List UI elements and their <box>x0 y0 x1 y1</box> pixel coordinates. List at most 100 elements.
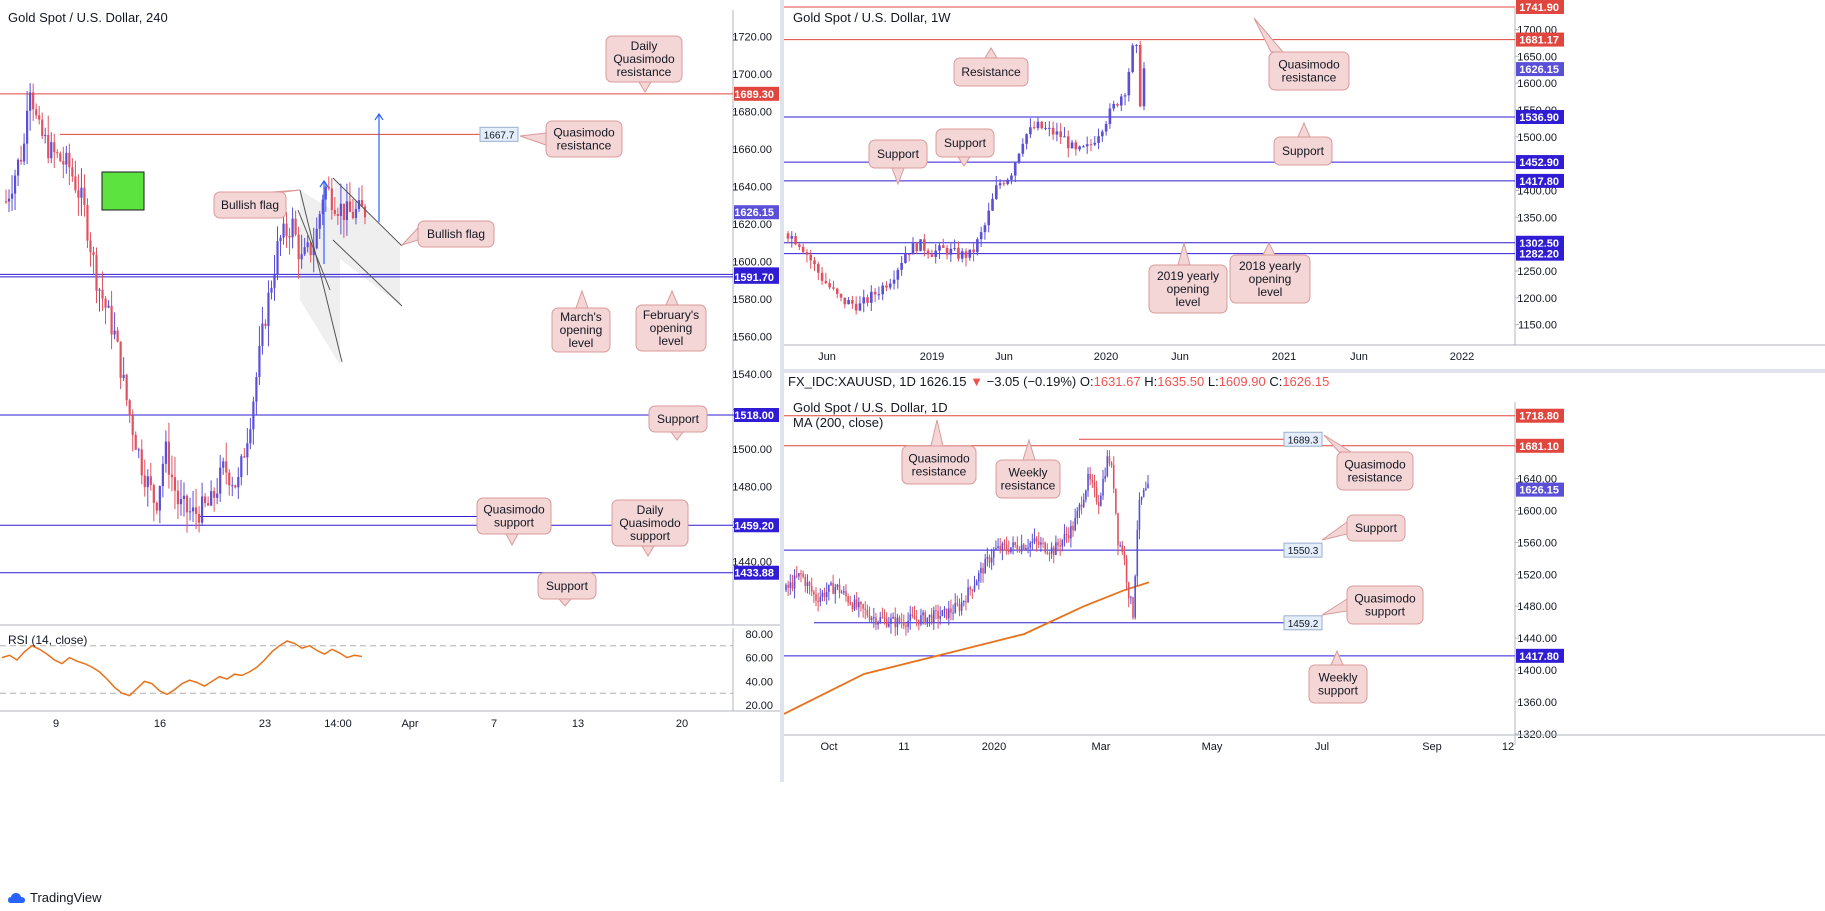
time-tick-label: Oct <box>820 741 837 753</box>
callout-pointer <box>1321 598 1348 616</box>
candle-body <box>790 236 794 239</box>
candle-body <box>149 476 152 486</box>
candle-body <box>1048 127 1051 129</box>
callout-text: support <box>630 529 671 543</box>
price-tick-label: 1560.00 <box>732 331 772 343</box>
weekly-chart[interactable]: 1700.001650.001600.001550.001500.001450.… <box>784 0 1825 369</box>
symbol-label[interactable]: FX_IDC:XAUUSD, 1D <box>788 374 916 389</box>
callout-bubble[interactable]: Bullish flag <box>213 189 301 219</box>
price-tick-label: 1600.00 <box>1517 78 1557 90</box>
level-price-label: 1681.17 <box>1519 35 1559 47</box>
candle-body <box>870 291 873 303</box>
daily-chart[interactable]: 1680.001640.001600.001560.001520.001480.… <box>784 390 1825 782</box>
candle-body <box>800 573 802 575</box>
candle-body <box>26 110 29 144</box>
time-tick-label: Jun <box>818 351 836 363</box>
callout-text: opening <box>1167 282 1210 296</box>
candle-body <box>840 592 843 594</box>
callout-bubble[interactable]: Support <box>1321 514 1406 542</box>
candle-body <box>845 591 847 597</box>
candle-body <box>938 245 941 251</box>
candle-body <box>32 92 35 110</box>
candle-body <box>907 254 911 256</box>
candle-body <box>1142 68 1146 107</box>
callout-text: March's <box>560 310 602 324</box>
callout-pointer <box>519 132 547 146</box>
callout-pointer <box>557 598 573 607</box>
rsi-tick-label: 40.00 <box>745 676 773 688</box>
time-tick-label: 12 <box>1502 741 1514 753</box>
candle-body <box>947 608 950 619</box>
candle-body <box>312 248 315 256</box>
callout-bubble[interactable]: Support <box>648 405 708 441</box>
candle-body <box>176 490 180 505</box>
candle-body <box>258 345 261 378</box>
pane-divider-vertical[interactable] <box>780 0 784 782</box>
candle-body <box>19 159 23 162</box>
price-tick-label: 1650.00 <box>1517 51 1557 63</box>
price-label-box <box>479 126 519 142</box>
candle-body <box>83 187 86 206</box>
candle-body <box>1016 545 1019 550</box>
candle-body <box>810 585 813 592</box>
candle-body <box>294 218 297 235</box>
candle-body <box>830 582 832 585</box>
candle-body <box>990 557 993 563</box>
callout-bubble[interactable]: Support <box>935 128 995 167</box>
callout-bubble[interactable]: Bullish flag <box>400 220 495 248</box>
candle-body <box>815 594 817 601</box>
candle-body <box>973 585 976 591</box>
pane-divider-horizontal[interactable] <box>784 369 1825 373</box>
ma-indicator-label[interactable]: MA (200, close) <box>793 415 884 430</box>
down-arrow-icon: ▼ <box>970 374 983 389</box>
candle-body <box>855 599 858 608</box>
callout-text: Bullish flag <box>427 227 485 241</box>
callout-bubble[interactable]: Support <box>537 572 597 607</box>
candle-body <box>1065 533 1068 536</box>
price-change: −3.05 (−0.19%) <box>986 374 1077 389</box>
candle-body <box>866 297 869 303</box>
candle-body <box>825 592 828 598</box>
candle-body <box>1006 179 1009 184</box>
last-price: 1626.15 <box>919 374 967 389</box>
candle-body <box>351 211 355 219</box>
callout-text: Quasimodo <box>1354 592 1416 606</box>
callout-text: Resistance <box>961 65 1021 79</box>
candle-body <box>945 247 949 255</box>
candle-body <box>958 604 961 611</box>
candle-body <box>843 297 847 305</box>
tradingview-logo[interactable]: TradingView <box>8 890 102 905</box>
time-tick-label: Sep <box>1422 741 1442 753</box>
callout-bubble[interactable]: Support <box>1273 121 1333 166</box>
candle-body <box>930 614 933 623</box>
candle-body <box>984 558 987 574</box>
candle-body <box>879 617 882 622</box>
candle-body <box>1044 542 1046 553</box>
candle-body <box>207 503 210 506</box>
candle-body <box>1070 525 1072 539</box>
candle-body <box>813 260 816 265</box>
callout-bubble[interactable]: Support <box>868 139 928 186</box>
callout-text: resistance <box>617 65 672 79</box>
callout-text: opening <box>1249 272 1292 286</box>
callout-bubble[interactable]: Resistance <box>953 47 1029 87</box>
candle-body <box>1108 456 1111 464</box>
h4-background <box>0 0 780 760</box>
candle-body <box>110 305 113 335</box>
candle-body <box>74 176 77 191</box>
h4-chart[interactable]: 1720.001700.001680.001660.001640.001620.… <box>0 0 780 760</box>
